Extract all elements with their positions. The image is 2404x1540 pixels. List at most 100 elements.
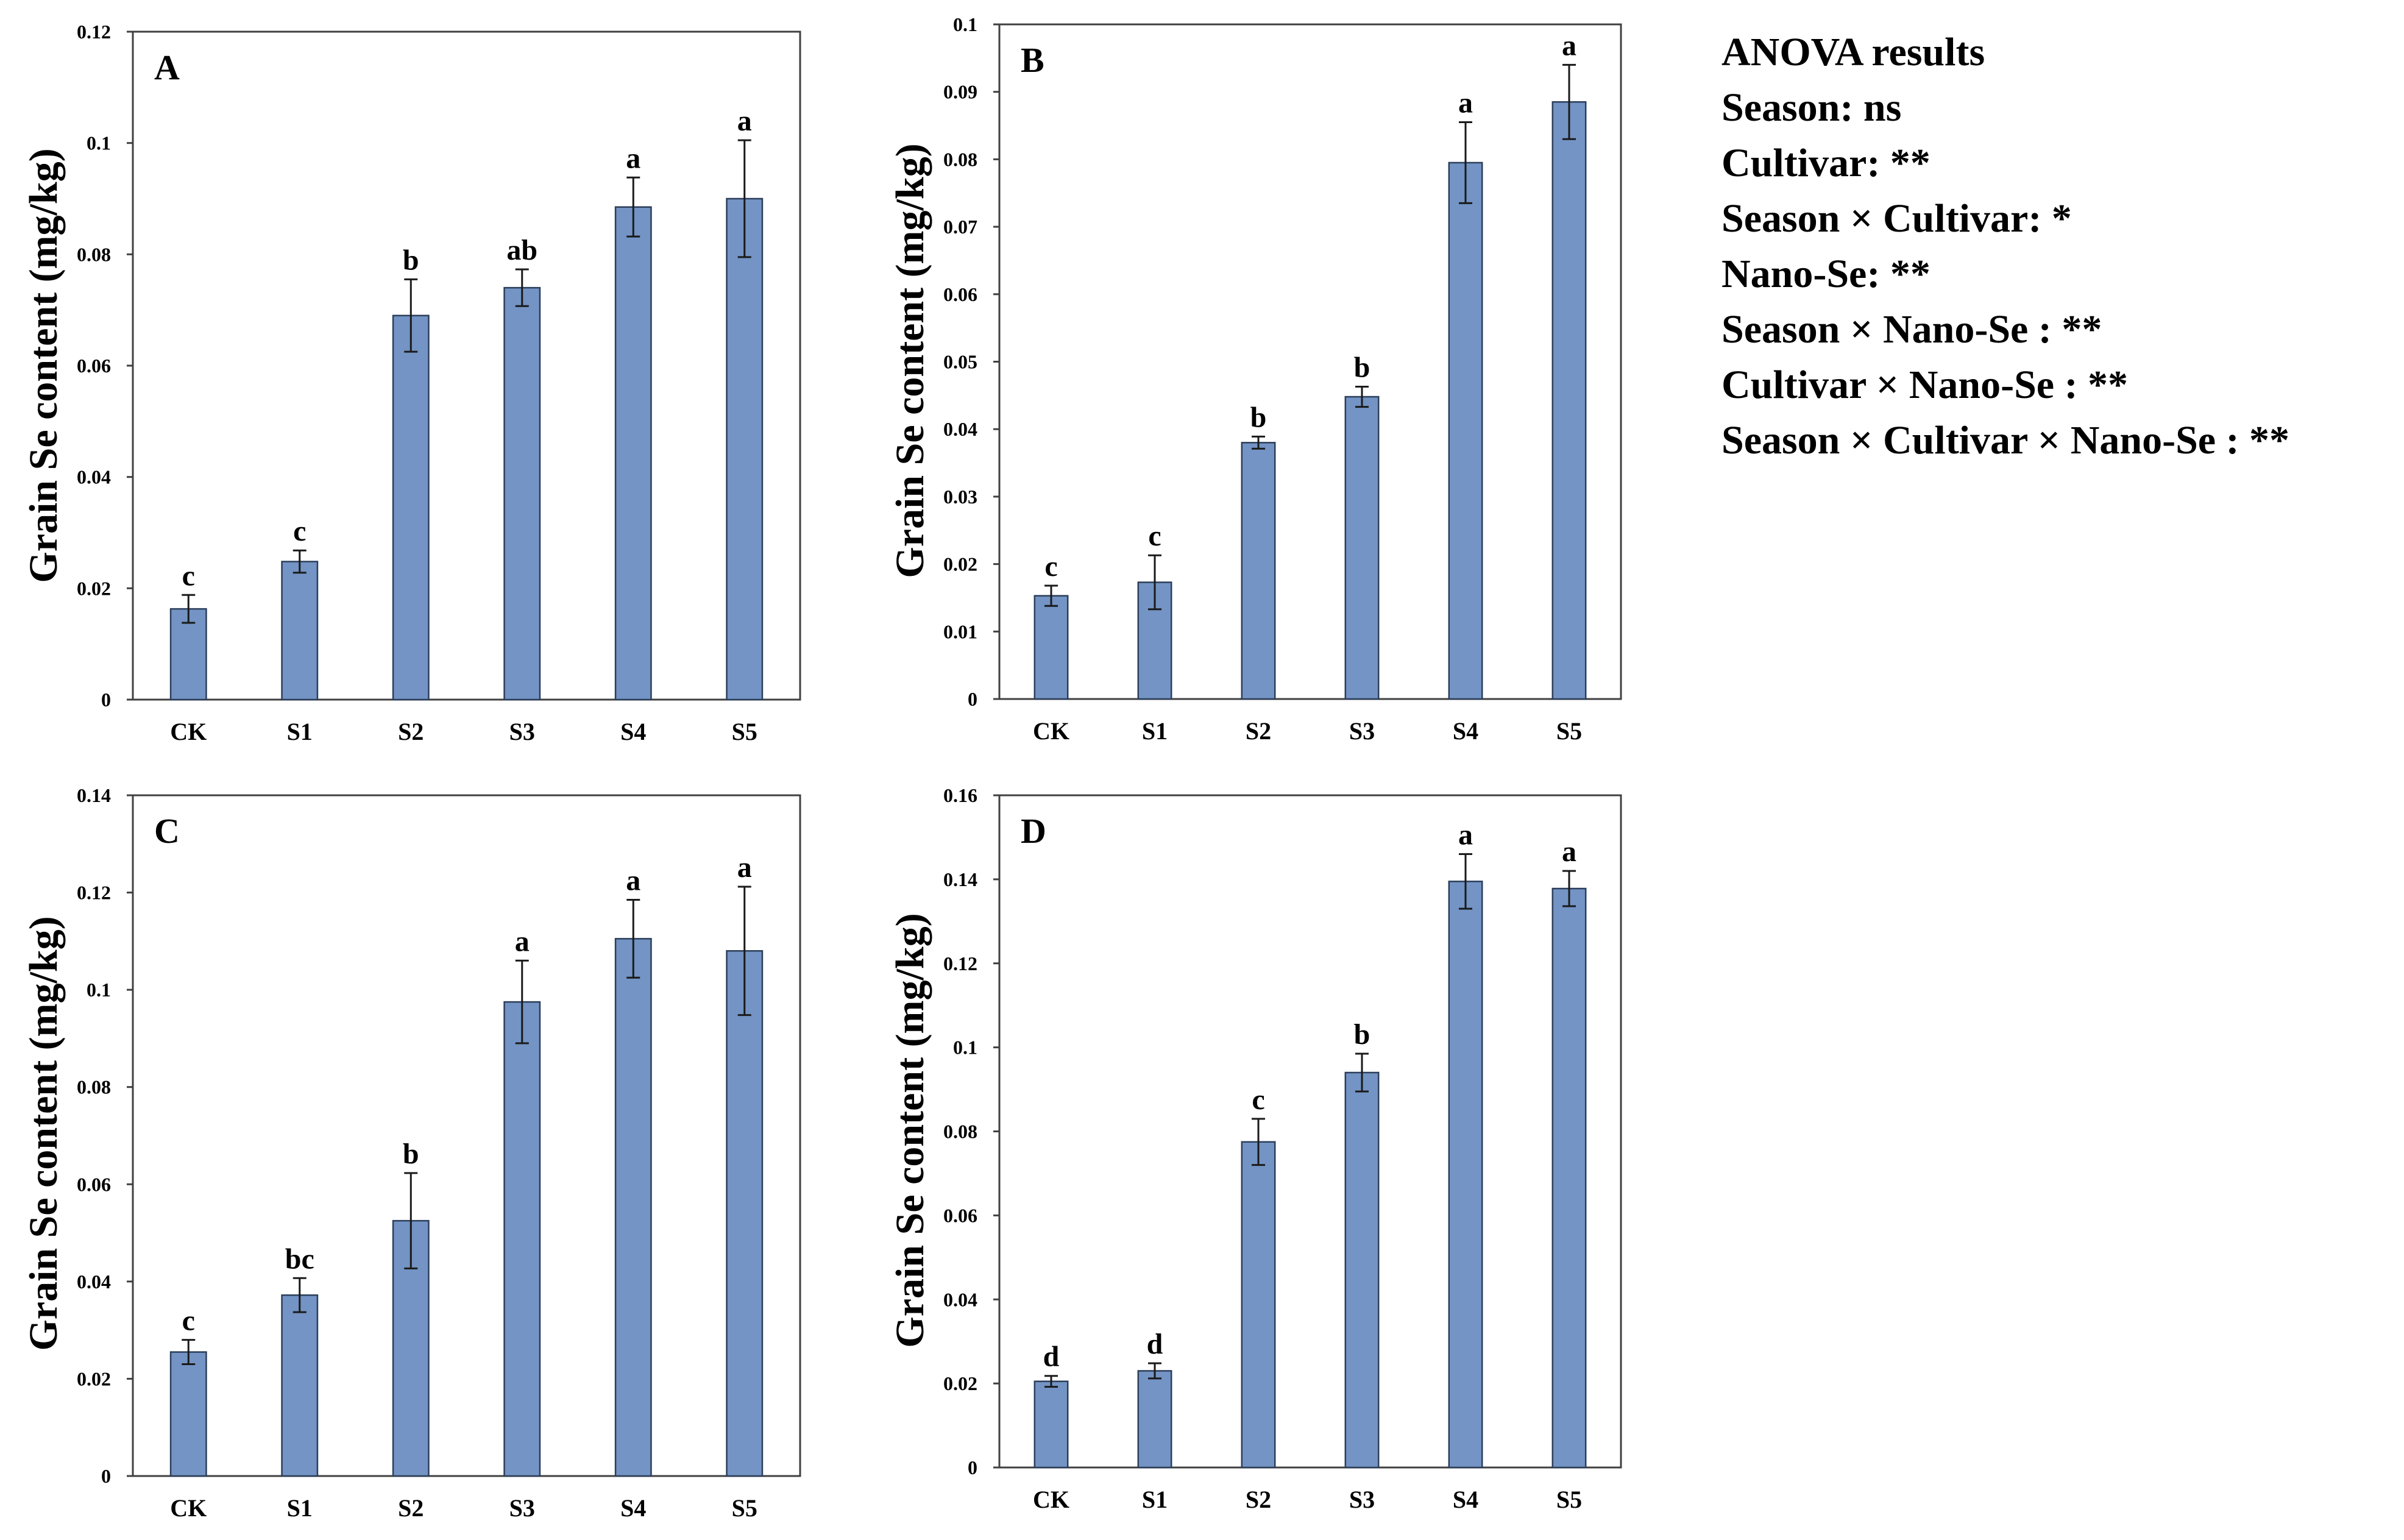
y-tick-label: 0.1 xyxy=(953,13,977,35)
plot-frame xyxy=(132,794,801,1477)
y-tick-label: 0.14 xyxy=(77,784,111,806)
x-tick-label: S3 xyxy=(1349,1486,1375,1513)
x-tick-label: S4 xyxy=(1453,717,1478,745)
y-tick-label: 0.06 xyxy=(943,1204,977,1226)
bar-s3 xyxy=(503,1001,541,1477)
x-tick-label: CK xyxy=(1033,1486,1069,1513)
x-tick-label: S2 xyxy=(1246,717,1271,745)
bar-s3 xyxy=(503,286,541,701)
y-tick-label: 0.02 xyxy=(943,553,977,575)
bar-s2 xyxy=(1241,442,1276,700)
significance-letter: b xyxy=(1354,1018,1370,1051)
anova-nano-se: Nano-Se: ** xyxy=(1721,252,1931,296)
x-tick-label: S5 xyxy=(1556,717,1582,745)
anova-title: ANOVA results xyxy=(1721,30,1985,74)
bar-s3 xyxy=(1344,1071,1380,1469)
bar-ck xyxy=(1034,595,1069,700)
x-tick-label: CK xyxy=(170,1494,207,1522)
y-tick-label: 0.06 xyxy=(943,283,977,305)
anova-season-nano-se: Season × Nano-Se : ** xyxy=(1721,307,2102,352)
significance-letter: b xyxy=(403,1138,419,1170)
significance-letter: bc xyxy=(285,1243,314,1275)
significance-letter: a xyxy=(737,851,752,884)
y-tick-label: 0.06 xyxy=(77,355,111,377)
significance-letter: d xyxy=(1147,1328,1163,1360)
y-tick-label: 0 xyxy=(101,1465,111,1487)
y-tick-label: 0.12 xyxy=(943,953,977,974)
significance-letter: c xyxy=(1044,550,1057,583)
panel-label: D xyxy=(1021,811,1046,851)
panel-label: B xyxy=(1021,40,1044,80)
x-tick-label: S4 xyxy=(1453,1486,1478,1513)
significance-letter: a xyxy=(1562,29,1576,62)
x-tick-label: S1 xyxy=(1142,1486,1168,1513)
x-tick-label: S5 xyxy=(1556,1486,1582,1513)
y-tick-label: 0.12 xyxy=(77,882,111,904)
x-tick-label: S4 xyxy=(620,718,646,745)
anova-season-cultivar: Season × Cultivar: * xyxy=(1721,196,2072,241)
chart-panel-a: 0 0.02 0.04 0.06 0.08 0.1 0.12 Grain Se content… xyxy=(21,21,801,745)
bar-s4 xyxy=(614,206,652,701)
x-tick-label: CK xyxy=(170,718,207,745)
significance-letter: a xyxy=(1562,836,1576,868)
anova-cultivar: Cultivar: ** xyxy=(1721,141,1931,185)
significance-letter: a xyxy=(737,105,752,137)
chart-panel-b: 0 0.01 0.02 0.03 0.04 0.05 0.06 0.07 0.08 0.09 0.1… xyxy=(888,13,1622,745)
y-tick-label: 0.08 xyxy=(943,1121,977,1143)
significance-letter: c xyxy=(182,559,195,592)
bar-ck xyxy=(169,1351,207,1477)
y-tick-label: 0.02 xyxy=(943,1372,977,1394)
bar-s1 xyxy=(1137,1370,1172,1469)
bar-ck xyxy=(1034,1380,1069,1469)
x-tick-label: S2 xyxy=(1246,1486,1271,1513)
x-tick-label: S3 xyxy=(509,718,535,745)
y-axis-label: Grain Se content (mg/kg) xyxy=(888,913,932,1347)
significance-letter: a xyxy=(515,925,530,957)
chart-panel-c: 0 0.02 0.04 0.06 0.08 0.1 0.12 0.14 Grain Se con… xyxy=(21,784,801,1522)
anova-results: ANOVA results Season: ns Cultivar: ** Se… xyxy=(1721,24,2392,468)
y-tick-label: 0.04 xyxy=(77,1271,111,1293)
bar-s2 xyxy=(1241,1141,1276,1469)
y-axis-label: Grain Se content (mg/kg) xyxy=(21,148,66,583)
bar-s5 xyxy=(1551,101,1587,700)
y-tick-label: 0.08 xyxy=(77,1076,111,1098)
y-tick-label: 0.09 xyxy=(943,81,977,103)
x-tick-label: S3 xyxy=(509,1494,535,1522)
x-tick-label: S2 xyxy=(398,718,424,745)
y-tick-label: 0 xyxy=(968,1457,977,1478)
y-axis-label: Grain Se content (mg/kg) xyxy=(21,916,66,1350)
x-tick-label: S4 xyxy=(620,1494,646,1522)
y-tick-label: 0.01 xyxy=(943,620,977,642)
x-tick-label: S1 xyxy=(287,1494,313,1522)
x-tick-label: S5 xyxy=(732,1494,757,1522)
y-tick-label: 0.07 xyxy=(943,216,977,238)
panel-label: A xyxy=(154,48,180,87)
anova-cultivar-nano-se: Cultivar × Nano-Se : ** xyxy=(1721,363,2129,407)
y-tick-label: 0.05 xyxy=(943,351,977,373)
significance-letter: ab xyxy=(506,234,537,266)
anova-three-way: Season × Cultivar × Nano-Se : ** xyxy=(1721,418,2290,463)
significance-letter: d xyxy=(1043,1341,1060,1373)
plot-frame xyxy=(132,30,801,701)
y-tick-label: 0.04 xyxy=(943,418,977,440)
anova-season: Season: ns xyxy=(1721,85,1902,130)
significance-letter: b xyxy=(1250,401,1267,433)
significance-letter: a xyxy=(1458,819,1473,851)
bar-s4 xyxy=(1448,881,1483,1469)
significance-letter: a xyxy=(626,865,640,897)
y-axis-label: Grain Se content (mg/kg) xyxy=(888,143,932,578)
y-tick-label: 0 xyxy=(968,688,977,710)
y-tick-label: 0.04 xyxy=(77,466,111,488)
y-tick-label: 0.08 xyxy=(77,243,111,265)
y-tick-label: 0.12 xyxy=(77,21,111,43)
significance-letter: c xyxy=(1148,520,1161,552)
chart-panel-d: 0 0.02 0.04 0.06 0.08 0.1 0.12 0.14 0.16 Grain Se… xyxy=(888,784,1622,1513)
y-tick-label: 0.06 xyxy=(77,1173,111,1195)
y-tick-label: 0.04 xyxy=(943,1288,977,1310)
bar-s2 xyxy=(392,314,430,701)
significance-letter: c xyxy=(1252,1084,1264,1116)
bar-s4 xyxy=(1448,161,1483,700)
y-tick-label: 0.16 xyxy=(943,784,977,806)
y-tick-label: 0.03 xyxy=(943,486,977,508)
